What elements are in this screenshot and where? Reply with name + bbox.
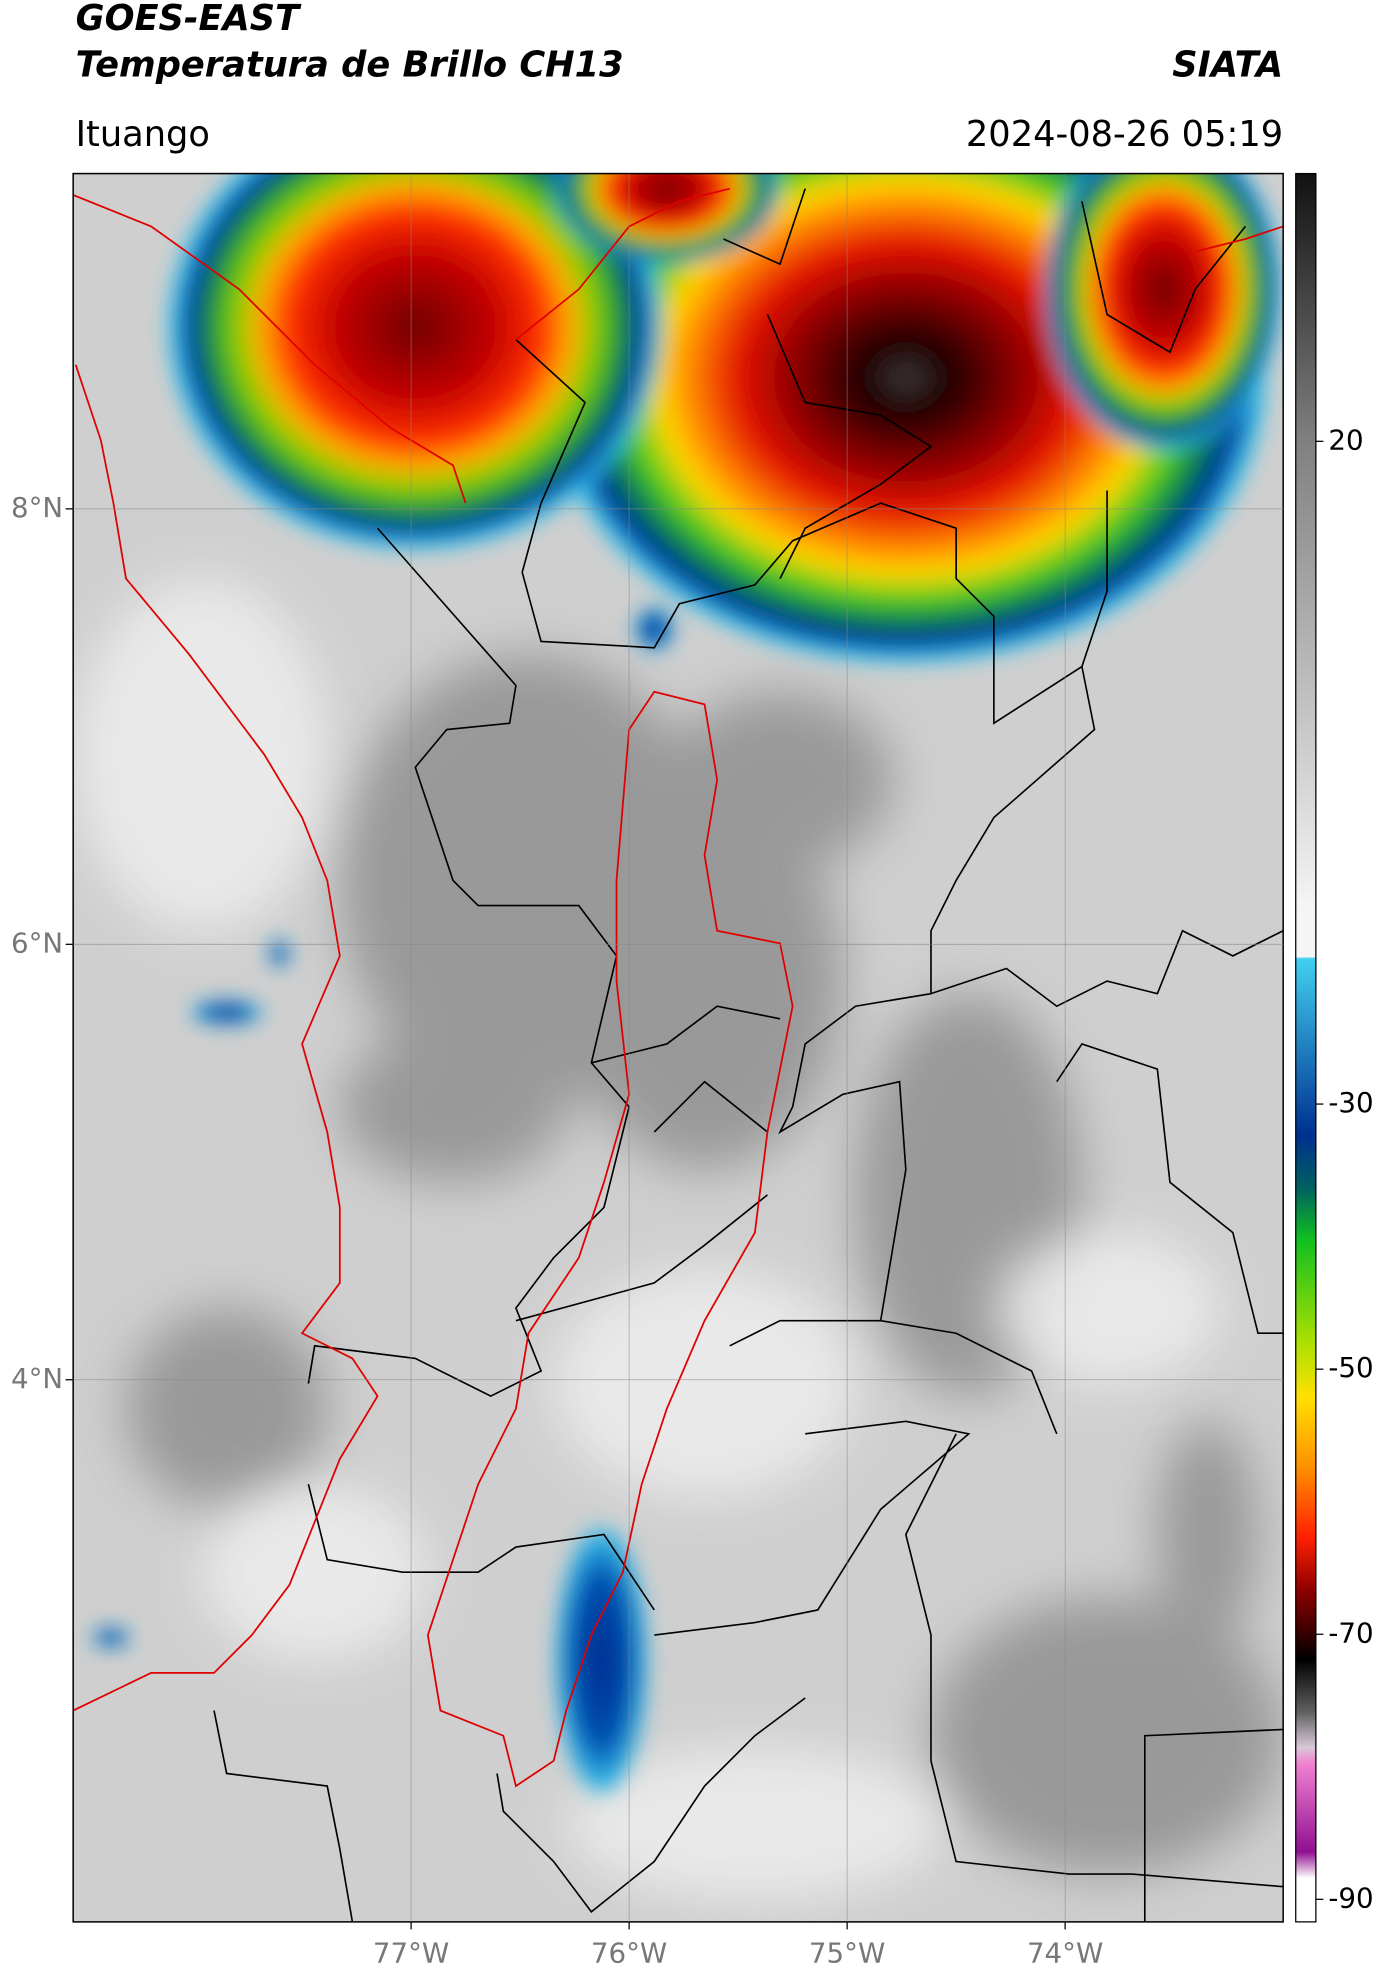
colorbar-tick-label: 20 <box>1328 423 1363 456</box>
y-tick-label: 8°N <box>11 491 63 524</box>
x-tick-label: 75°W <box>809 1937 885 1970</box>
x-tick-label: 76°W <box>591 1937 667 1970</box>
colorbar-tick-label: -50 <box>1328 1351 1373 1384</box>
x-tick-label: 77°W <box>373 1937 449 1970</box>
x-tick-label: 74°W <box>1027 1937 1103 1970</box>
location: Ituango <box>76 114 210 155</box>
title-line1: GOES-EAST <box>76 0 302 39</box>
axes-layer: 77°W 76°W 75°W 74°W 8°N 6°N 4°N 20 -30 -50 -70 -90 <box>11 173 1374 1970</box>
colorbar-tick-label: -30 <box>1328 1086 1373 1119</box>
datetime: 2024-08-26 05:19 <box>966 114 1283 155</box>
map-imagery <box>73 173 1284 1922</box>
title-line2: Temperatura de Brillo CH13 <box>76 45 624 86</box>
y-tick-label: 6°N <box>11 926 63 959</box>
brand: SIATA <box>1172 45 1283 86</box>
colorbar-tick-label: -90 <box>1328 1881 1373 1914</box>
colorbar <box>1295 172 1317 1923</box>
y-tick-label: 4°N <box>11 1362 63 1395</box>
map-frame <box>72 172 1284 1923</box>
colorbar-tick-label: -70 <box>1328 1616 1373 1649</box>
